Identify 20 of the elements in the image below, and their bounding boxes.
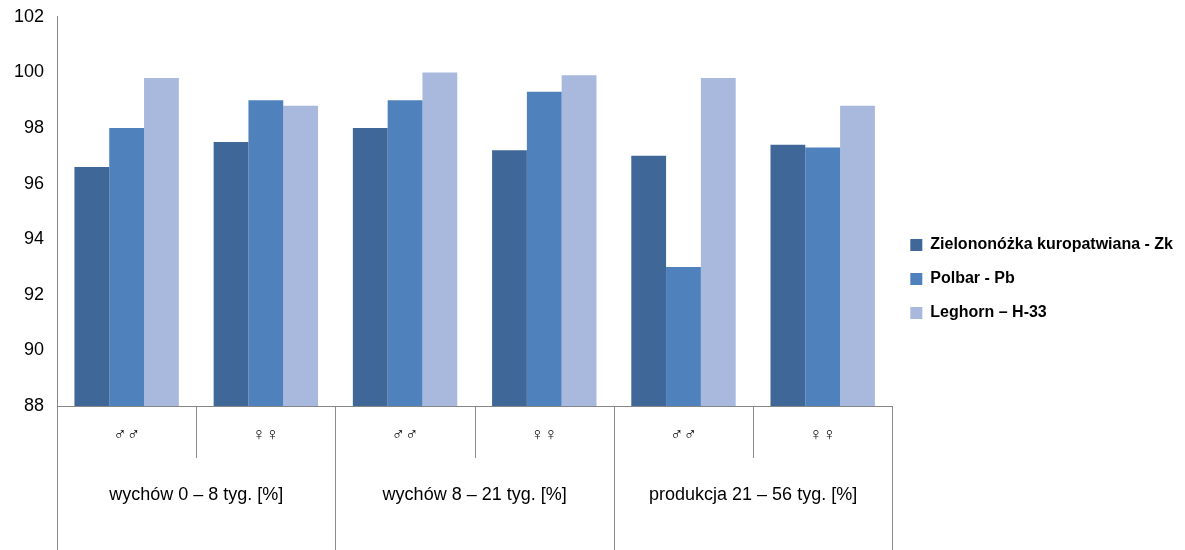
y-tick-label: 102 <box>13 5 45 26</box>
x-tick-label: ♂♂ <box>391 423 419 444</box>
y-tick-label: 94 <box>24 228 45 249</box>
y-tick-label: 96 <box>24 172 45 193</box>
legend-label: Zielononóżka kuropatwiana - Zk <box>930 235 1174 253</box>
x-tick-label: ♂♂ <box>113 423 141 444</box>
y-tick-label: 88 <box>24 394 45 415</box>
legend-label: Leghorn – H-33 <box>930 303 1047 321</box>
text: wychów 8 – 21 tyg. [%] <box>381 483 567 504</box>
x-tick-label: ♀♀ <box>530 423 558 444</box>
x-tick-label: ♀♀ <box>252 423 280 444</box>
text: produkcja 21 – 56 tyg. [%] <box>649 483 858 504</box>
y-tick-label: 92 <box>24 283 45 304</box>
legend-label: Polbar - Pb <box>930 269 1015 287</box>
x-tick-label: ♀♀ <box>809 423 837 444</box>
y-tick-label: 100 <box>13 61 45 82</box>
x-tick-label: ♂♂ <box>669 423 697 444</box>
y-tick-label: 90 <box>24 339 45 360</box>
text: wychów 0 – 8 tyg. [%] <box>108 483 284 504</box>
y-tick-label: 98 <box>24 116 45 137</box>
